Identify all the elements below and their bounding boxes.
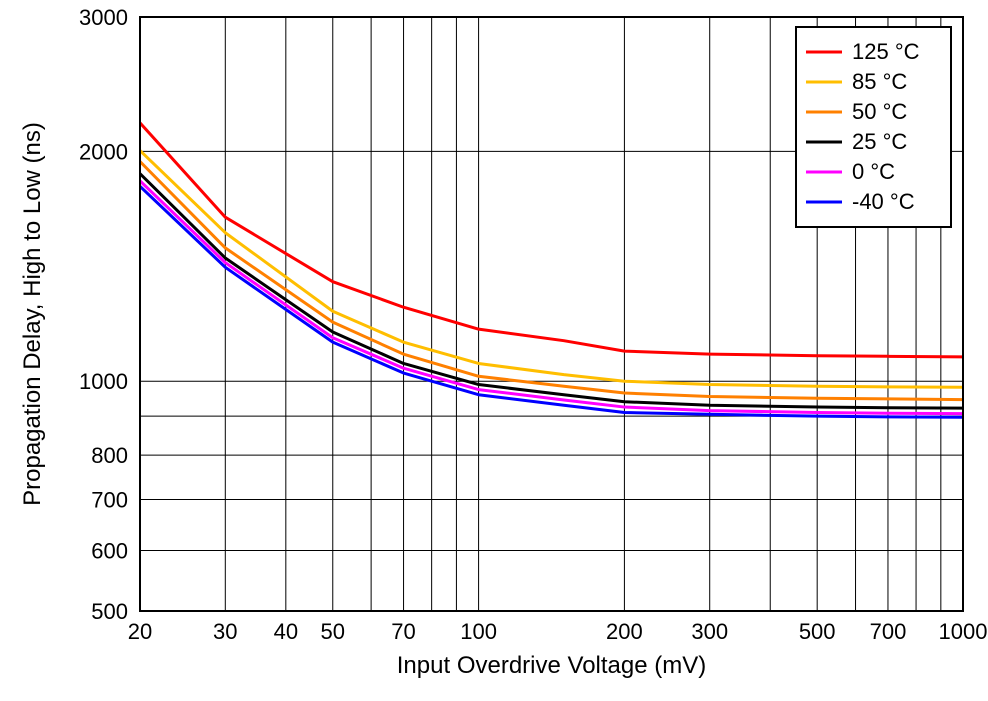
y-axis-label: Propagation Delay, High to Low (ns) [19,122,46,506]
legend-label: 125 °C [852,39,920,64]
legend-label: 0 °C [852,159,895,184]
legend-label: 50 °C [852,99,907,124]
x-tick-label: 70 [391,619,415,644]
x-tick-label: 20 [128,619,152,644]
y-tick-label: 800 [91,443,128,468]
legend-label: 25 °C [852,129,907,154]
chart-svg: 20 30 40 50 70 100 200 300 500 700 1000 500 600 700 80… [0,0,988,701]
propagation-delay-chart: 20 30 40 50 70 100 200 300 500 700 1000 500 600 700 80… [0,0,988,701]
x-tick-label: 30 [213,619,237,644]
y-tick-label: 3000 [79,5,128,30]
y-tick-label: 500 [91,599,128,624]
legend: 125 °C 85 °C 50 °C 25 °C 0 °C -40 °C [796,27,951,227]
y-tick-label: 700 [91,487,128,512]
x-tick-label: 200 [606,619,643,644]
y-tick-label: 2000 [79,139,128,164]
x-tick-label: 50 [321,619,345,644]
legend-label: -40 °C [852,189,915,214]
y-tick-label: 1000 [79,369,128,394]
x-tick-label: 700 [870,619,907,644]
x-tick-label: 100 [460,619,497,644]
x-tick-label: 500 [799,619,836,644]
x-tick-label: 1000 [939,619,988,644]
x-axis-label: Input Overdrive Voltage (mV) [397,652,706,679]
x-tick-label: 300 [691,619,728,644]
legend-label: 85 °C [852,69,907,94]
x-tick-label: 40 [274,619,298,644]
y-tick-label: 600 [91,539,128,564]
